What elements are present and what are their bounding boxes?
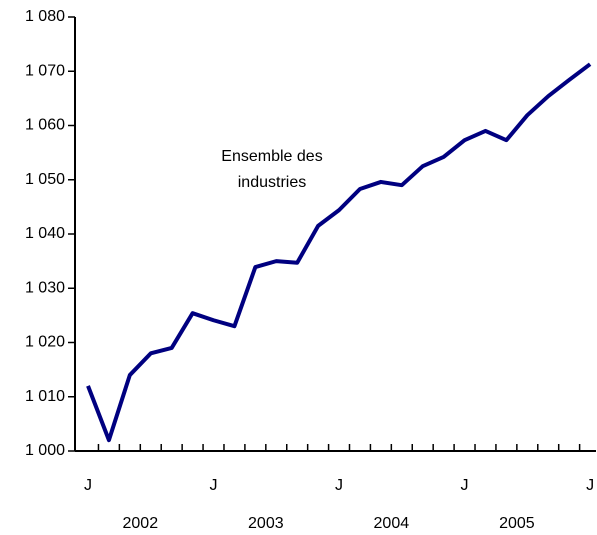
x-tick-label: J [210, 477, 218, 494]
x-tick-label: J [586, 477, 594, 494]
y-tick-label: 1 020 [25, 334, 65, 351]
y-tick-label: 1 060 [25, 117, 65, 134]
x-group-label: 2004 [374, 515, 410, 532]
annotation: Ensemble des [221, 148, 322, 165]
x-group-label: 2002 [123, 515, 159, 532]
y-tick-label: 1 010 [25, 388, 65, 405]
y-tick-label: 1 070 [25, 62, 65, 79]
x-tick-label: J [461, 477, 469, 494]
y-tick-label: 1 080 [25, 8, 65, 25]
y-tick-label: 1 030 [25, 279, 65, 296]
annotation: industries [238, 174, 306, 191]
x-tick-label: J [84, 477, 92, 494]
data-line [86, 62, 592, 443]
x-group-label: 2005 [499, 515, 535, 532]
y-tick-label: 1 050 [25, 171, 65, 188]
y-tick-label: 1 040 [25, 225, 65, 242]
y-tick-label: 1 000 [25, 442, 65, 459]
x-group-label: 2003 [248, 515, 284, 532]
x-tick-label: J [335, 477, 343, 494]
